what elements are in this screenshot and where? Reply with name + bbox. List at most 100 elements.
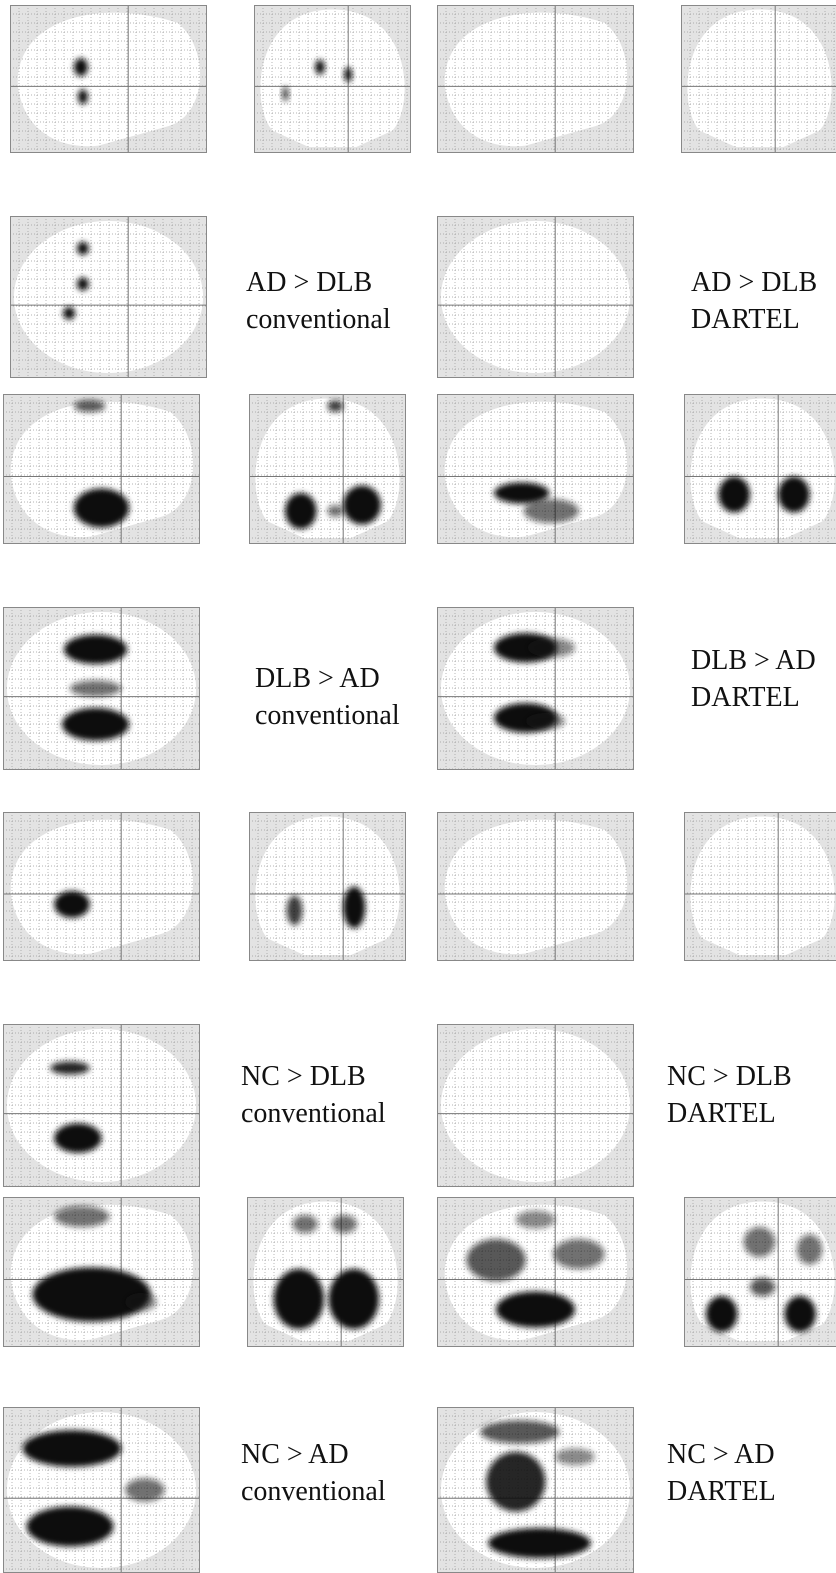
activation-blob: [286, 895, 303, 926]
activation-blob: [54, 1206, 110, 1227]
label-nc-ad-conventional: NC > AD conventional: [241, 1439, 386, 1507]
glass-brain-svg: [437, 1024, 634, 1187]
activation-blob: [553, 1239, 605, 1269]
brain-outline: [440, 611, 631, 766]
grid: [254, 5, 411, 153]
grid: [10, 216, 207, 378]
activation-blob: [480, 1420, 560, 1444]
grid: [10, 5, 207, 153]
glass-brain-axial-dlb-ad-conventional: [3, 607, 200, 770]
grid: [437, 812, 634, 961]
grid: [3, 1024, 200, 1187]
activation-blob: [327, 505, 344, 517]
grid: [437, 607, 634, 770]
glass-brain-svg: [10, 216, 207, 378]
activation-blob: [73, 400, 106, 412]
activation-blob: [705, 1296, 738, 1332]
grid: [437, 1024, 634, 1187]
activation-blob: [555, 1448, 595, 1466]
glass-brain-svg: [437, 216, 634, 378]
activation-blob: [273, 1269, 324, 1329]
glass-brain-svg: [3, 1024, 200, 1187]
glass-brain-sagittal-nc-ad-conventional: [3, 1197, 200, 1347]
activation-blob: [328, 1269, 379, 1329]
activation-blob: [344, 67, 353, 82]
label-nc-ad-dartel: NC > AD DARTEL: [667, 1439, 776, 1507]
glass-brain-svg: [437, 1197, 634, 1347]
activation-blob: [523, 499, 579, 523]
glass-brain-svg: [3, 812, 200, 961]
brain-outline: [260, 9, 405, 148]
activation-blob: [125, 1478, 165, 1502]
glass-brain-svg: [437, 1407, 634, 1573]
brain-outline: [687, 9, 832, 148]
activation-blob: [64, 634, 128, 665]
label-nc-dlb-conventional: NC > DLB conventional: [241, 1061, 386, 1129]
activation-blob: [515, 1210, 556, 1229]
glass-brain-svg: [437, 812, 634, 961]
glass-brain-svg: [684, 812, 836, 961]
glass-brain-svg: [3, 1197, 200, 1347]
grid: [249, 812, 406, 961]
glass-brain-svg: [249, 812, 406, 961]
glass-brain-svg: [249, 394, 406, 544]
activation-blob: [54, 890, 90, 918]
activation-blob: [125, 1293, 157, 1311]
glass-brain-svg: [254, 5, 411, 153]
glass-brain-axial-nc-ad-dartel: [437, 1407, 634, 1573]
grid: [684, 812, 836, 961]
activation-blob: [26, 1506, 114, 1547]
glass-brain-svg: [3, 394, 200, 544]
glass-brain-coronal-nc-ad-conventional: [247, 1197, 404, 1347]
activation-blob: [76, 241, 89, 255]
glass-brain-sagittal-dlb-ad-dartel: [437, 394, 634, 544]
glass-brain-svg: [437, 607, 634, 770]
activation-blob: [32, 1267, 151, 1322]
activation-blob: [466, 1239, 526, 1281]
glass-brain-axial-ad-dlb-dartel: [437, 216, 634, 378]
activation-blob: [496, 1291, 575, 1328]
activation-blob: [69, 680, 122, 697]
glass-brain-sagittal-nc-dlb-dartel: [437, 812, 634, 961]
activation-blob: [749, 1278, 776, 1296]
glass-brain-axial-nc-dlb-conventional: [3, 1024, 200, 1187]
activation-blob: [76, 277, 89, 291]
grid: [3, 1407, 200, 1573]
activation-blob: [285, 493, 317, 529]
brain-outline: [440, 1028, 631, 1183]
glass-brain-axial-dlb-ad-dartel: [437, 607, 634, 770]
activation-blob: [282, 86, 289, 102]
activation-blob: [488, 1528, 591, 1559]
glass-brain-sagittal-ad-dlb-dartel: [437, 5, 634, 153]
grid: [437, 5, 634, 153]
glass-brain-svg: [437, 5, 634, 153]
glass-brain-coronal-dlb-ad-dartel: [684, 394, 836, 544]
activation-blob: [50, 1061, 90, 1075]
grid: [3, 394, 200, 544]
glass-brain-coronal-ad-dlb-dartel: [681, 5, 836, 153]
glass-brain-coronal-nc-dlb-conventional: [249, 812, 406, 961]
activation-blob: [331, 1215, 357, 1233]
brain-outline: [255, 398, 400, 538]
glass-brain-coronal-nc-dlb-dartel: [684, 812, 836, 961]
activation-blob: [486, 1451, 546, 1512]
glass-brain-svg: [437, 394, 634, 544]
brain-outline: [444, 819, 628, 955]
glass-brain-axial-nc-dlb-dartel: [437, 1024, 634, 1187]
activation-blob: [327, 400, 344, 412]
activation-blob: [54, 1123, 102, 1153]
glass-brain-sagittal-nc-ad-dartel: [437, 1197, 634, 1347]
glass-brain-svg: [684, 1197, 836, 1347]
activation-blob: [343, 886, 366, 929]
activation-blob: [77, 89, 88, 105]
glass-brain-coronal-nc-ad-dartel: [684, 1197, 836, 1347]
glass-brain-sagittal-nc-dlb-conventional: [3, 812, 200, 961]
activation-blob: [778, 476, 810, 513]
grid: [437, 394, 634, 544]
grid: [437, 216, 634, 378]
glass-brain-svg: [3, 1407, 200, 1573]
activation-blob: [63, 306, 76, 320]
glass-brain-svg: [681, 5, 836, 153]
brain-outline: [440, 220, 631, 374]
brain-outline: [13, 220, 204, 374]
